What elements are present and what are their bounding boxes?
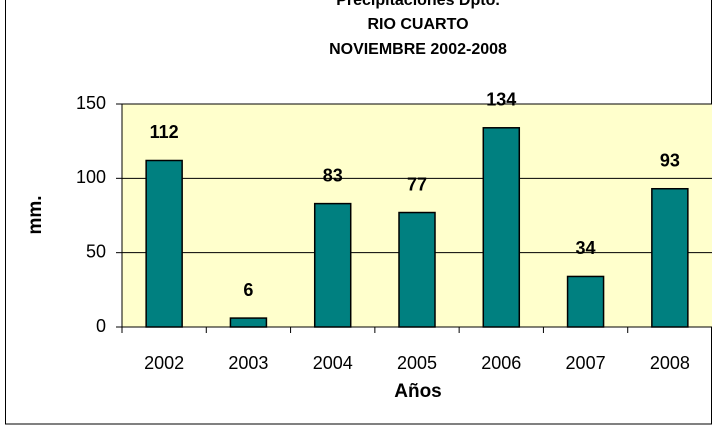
y-tick-label: 100	[76, 167, 106, 187]
x-tick-label: 2003	[228, 353, 268, 373]
bar	[313, 202, 352, 328]
chart-title: RIO CUARTO	[367, 16, 468, 33]
y-tick-label: 0	[96, 316, 106, 336]
x-tick-label: 2007	[566, 353, 606, 373]
data-label: 134	[486, 90, 516, 110]
data-label: 77	[407, 174, 427, 194]
x-tick-label: 2005	[397, 353, 437, 373]
bar	[566, 275, 605, 328]
x-tick-label: 2004	[313, 353, 353, 373]
bar	[145, 159, 183, 328]
y-tick-label: 150	[76, 93, 106, 113]
bar	[229, 317, 268, 328]
data-label: 83	[323, 165, 343, 185]
x-tick-label: 2008	[650, 353, 690, 373]
x-tick-label: 2002	[144, 353, 184, 373]
bar	[398, 211, 436, 328]
data-label: 34	[576, 238, 596, 258]
chart-title: NOVIEMBRE 2002-2008	[329, 41, 507, 58]
y-axis-title: mm.	[25, 195, 46, 234]
bar	[651, 187, 689, 328]
y-tick-label: 50	[86, 241, 106, 261]
bar	[482, 127, 521, 328]
data-label: 93	[660, 150, 680, 170]
data-label: 6	[243, 280, 253, 300]
data-label: 112	[150, 122, 179, 142]
x-axis-title: Años	[394, 381, 442, 402]
chart-title: Precipitaciones Dpto.	[336, 0, 500, 9]
x-tick-label: 2006	[481, 353, 521, 373]
